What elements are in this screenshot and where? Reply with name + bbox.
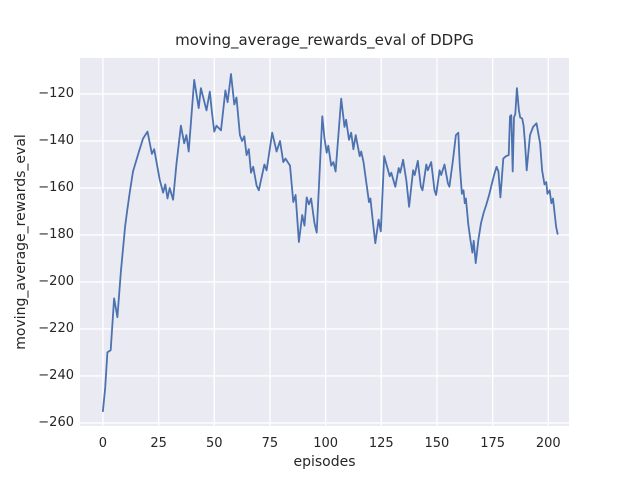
x-tick-label: 75 <box>261 436 279 451</box>
y-tick-label: −240 <box>38 367 74 383</box>
reward-line <box>102 73 559 413</box>
y-tick-label: −140 <box>38 132 74 148</box>
y-tick-label: −120 <box>38 85 74 101</box>
x-tick-label: 150 <box>424 436 450 451</box>
x-tick-label: 50 <box>205 436 223 451</box>
y-axis-label: moving_average_rewards_eval <box>13 134 29 350</box>
x-tick-label: 0 <box>98 436 108 451</box>
x-tick-label: 200 <box>535 436 561 451</box>
y-tick-label: −160 <box>38 179 74 195</box>
x-tick-label: 125 <box>368 436 394 451</box>
x-tick-label: 25 <box>150 436 167 451</box>
x-tick-label: 175 <box>480 436 506 451</box>
y-tick-label: −260 <box>38 414 74 430</box>
y-tick-label: −200 <box>38 273 74 289</box>
x-axis-label: episodes <box>293 454 356 470</box>
y-tick-label: −220 <box>38 320 74 336</box>
y-tick-label: −180 <box>38 226 74 242</box>
chart-title: moving_average_rewards_eval of DDPG <box>175 31 474 49</box>
plot-background <box>80 58 569 426</box>
x-tick-label: 100 <box>313 436 339 451</box>
